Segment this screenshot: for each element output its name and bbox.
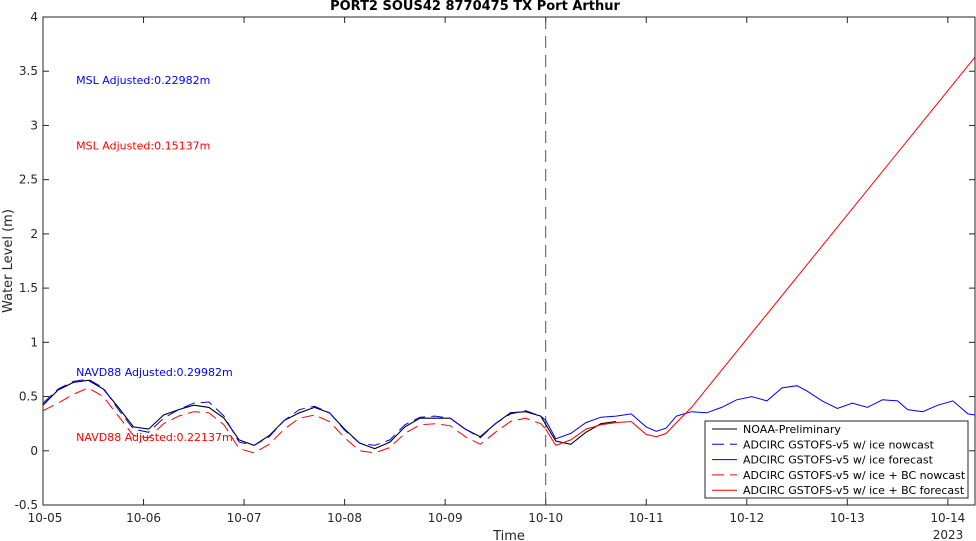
y-tick-label: 4: [30, 10, 38, 24]
series-lines: [42, 56, 976, 454]
x-tick-label: 10-07: [227, 511, 262, 525]
annotations: MSL Adjusted:0.22982m MSL Adjusted:0.1513…: [76, 74, 233, 444]
series-line-4: [545, 56, 976, 447]
annotation-0: MSL Adjusted:0.22982m: [76, 74, 210, 87]
x-tick-label: 10-09: [428, 511, 463, 525]
x-tick-label: 10-08: [327, 511, 362, 525]
x-tick-label: 10-12: [729, 511, 764, 525]
x-tick-label: 10-06: [126, 511, 161, 525]
legend-entry-0: NOAA-Preliminary: [743, 423, 841, 436]
x-axis-ticks: 10-05 10-06 10-07 10-08 10-09 10-10 10-11 10-12…: [28, 17, 965, 525]
y-tick-label: 1: [30, 335, 38, 349]
annotation-1: MSL Adjusted:0.15137m: [76, 139, 210, 152]
legend-box: [704, 420, 969, 499]
y-axis-label: Water Level (m): [1, 209, 16, 313]
series-line-3: [42, 387, 547, 454]
legend-entry-3: ADCIRC GSTOFS-v5 w/ ice + BC nowcast: [743, 469, 966, 482]
x-tick-label: 10-13: [830, 511, 865, 525]
y-tick-label: 1.5: [19, 281, 38, 295]
series-line-1: [42, 378, 547, 446]
plot-frame: [42, 16, 976, 506]
annotation-3: NAVD88 Adjusted:0.22137m: [76, 431, 233, 444]
y-tick-label: -0.5: [15, 498, 38, 512]
series-line-2: [545, 385, 976, 440]
y-tick-label: 3: [30, 118, 38, 132]
x-axis-label: Time: [492, 529, 525, 541]
x-tick-label: 10-14: [930, 511, 965, 525]
legend: NOAA-Preliminary ADCIRC GSTOFS-v5 w/ ice …: [704, 420, 969, 499]
legend-entry-1: ADCIRC GSTOFS-v5 w/ ice nowcast: [743, 438, 935, 451]
x-tick-label: 10-11: [629, 511, 664, 525]
annotation-2: NAVD88 Adjusted:0.29982m: [76, 366, 233, 379]
y-tick-label: 2.5: [19, 173, 38, 187]
legend-entry-4: ADCIRC GSTOFS-v5 w/ ice + BC forecast: [743, 484, 965, 497]
legend-entry-2: ADCIRC GSTOFS-v5 w/ ice forecast: [743, 454, 934, 467]
x-tick-label: 10-10: [528, 511, 563, 525]
y-tick-label: 3.5: [19, 64, 38, 78]
x-year-label: 2023: [933, 528, 964, 541]
y-tick-label: 2: [30, 227, 38, 241]
y-tick-label: 0: [30, 444, 38, 458]
y-tick-label: 0.5: [19, 390, 38, 404]
chart-title: PORT2 SOUS42 8770475 TX Port Arthur: [330, 0, 620, 14]
x-tick-label: 10-05: [28, 511, 63, 525]
y-axis-ticks: -0.5 0 0.5 1 1.5 2 2.5 3 3.5 4: [15, 10, 975, 512]
